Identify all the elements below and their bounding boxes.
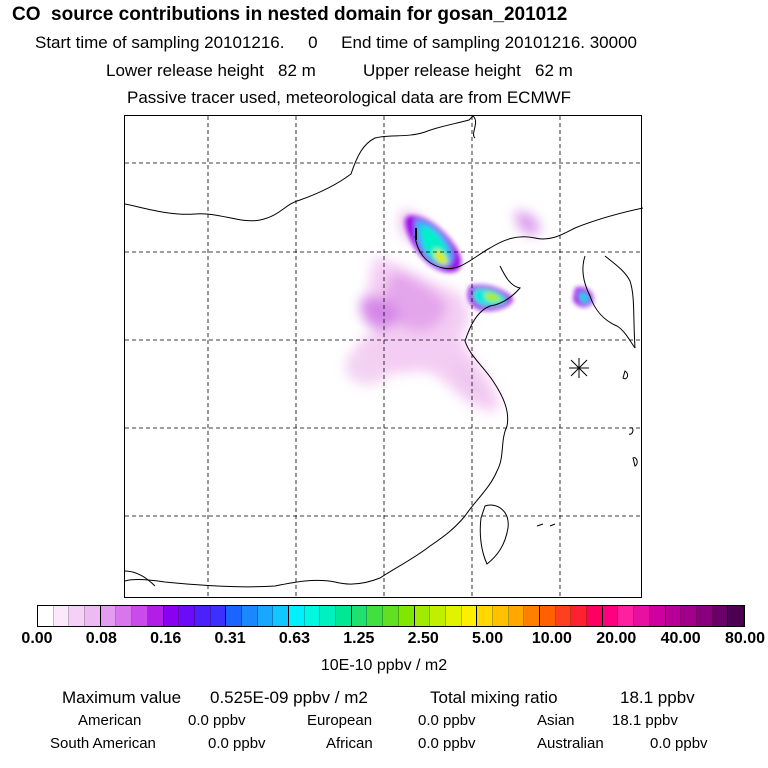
coastlines <box>125 116 643 588</box>
colorbar-tick-label: 0.31 <box>214 630 246 647</box>
colorbar-segment <box>477 606 493 626</box>
colorbar-segment <box>179 606 195 626</box>
colorbar-segment <box>163 606 180 626</box>
colorbar-segment <box>618 606 635 626</box>
colorbar-segment <box>367 606 384 626</box>
colorbar-segment <box>100 606 117 626</box>
concentration-plume-low <box>345 211 540 411</box>
colorbar-segment <box>634 606 650 626</box>
colorbar-segment <box>430 606 446 626</box>
american-value: 0.0 ppbv <box>188 712 246 729</box>
colorbar-segment <box>289 606 305 626</box>
map-title: CO source contributions in nested domain… <box>12 4 568 25</box>
colorbar-tick-label: 1.25 <box>343 630 375 647</box>
colorbar-segment <box>461 606 478 626</box>
colorbar-segment <box>85 606 101 626</box>
colorbar-segment <box>304 606 321 626</box>
colorbar-segment <box>649 606 666 626</box>
colorbar-tick-label: 2.50 <box>407 630 439 647</box>
max-label: Maximum value <box>62 688 182 707</box>
sampling-time: Start time of sampling 20101216. 0 End t… <box>35 33 637 52</box>
colorbar-tick-label: 20.00 <box>596 630 637 647</box>
total-value: 18.1 ppbv <box>620 688 695 707</box>
asian-label: Asian <box>537 712 575 729</box>
map-canvas <box>125 116 643 599</box>
colorbar-segment <box>414 606 431 626</box>
colorbar-unit: 10E-10 ppbv / m2 <box>320 657 448 674</box>
colorbar-tick-label: 10.00 <box>531 630 572 647</box>
colorbar-segment <box>241 606 258 626</box>
tracer-info: Passive tracer used, meteorological data… <box>127 88 572 107</box>
colorbar-segment <box>273 606 289 626</box>
african-label: African <box>326 735 373 752</box>
colorbar-tick-label: 40.00 <box>660 630 701 647</box>
colorbar <box>37 605 745 627</box>
southamerican-value: 0.0 ppbv <box>208 735 266 752</box>
colorbar-segment <box>508 606 525 626</box>
colorbar-tick-label: 5.00 <box>471 630 504 647</box>
colorbar-tick-label: 80.00 <box>724 630 766 647</box>
colorbar-segment <box>571 606 588 626</box>
colorbar-segment <box>351 606 368 626</box>
colorbar-segment <box>728 606 744 626</box>
colorbar-tick-label: 0.63 <box>278 630 311 647</box>
colorbar-segment <box>587 606 603 626</box>
colorbar-segment <box>116 606 133 626</box>
total-label: Total mixing ratio <box>430 688 558 707</box>
american-label: American <box>78 712 142 729</box>
colorbar-segment <box>226 606 242 626</box>
graticule <box>125 116 643 599</box>
colorbar-tick-label: 0.16 <box>150 630 182 647</box>
australian-value: 0.0 ppbv <box>650 735 708 752</box>
map-panel <box>124 115 643 599</box>
european-value: 0.0 ppbv <box>418 712 476 729</box>
colorbar-segment <box>665 606 682 626</box>
colorbar-segment <box>696 606 713 626</box>
receptor-marker <box>569 358 589 378</box>
colorbar-segment <box>320 606 337 626</box>
african-value: 0.0 ppbv <box>418 735 476 752</box>
european-label: European <box>307 712 373 729</box>
colorbar-segment <box>194 606 211 626</box>
colorbar-segment <box>398 606 415 626</box>
colorbar-segment <box>210 606 227 626</box>
colorbar-tick-label: 0.08 <box>85 630 117 647</box>
max-value: 0.525E-09 ppbv / m2 <box>210 688 368 707</box>
southamerican-label: South American <box>50 735 156 752</box>
australian-label: Australian <box>537 735 604 752</box>
release-height: Lower release height 82 m Upper release … <box>106 61 573 80</box>
colorbar-segment <box>681 606 697 626</box>
colorbar-segment <box>383 606 399 626</box>
colorbar-segment <box>69 606 86 626</box>
colorbar-segment <box>257 606 274 626</box>
colorbar-segment <box>445 606 462 626</box>
colorbar-segment <box>147 606 164 626</box>
colorbar-segment <box>336 606 352 626</box>
colorbar-segment <box>712 606 729 626</box>
colorbar-tick-label: 0.00 <box>21 630 53 647</box>
colorbar-segment <box>540 606 556 626</box>
colorbar-segment <box>492 606 509 626</box>
colorbar-segment <box>602 606 619 626</box>
colorbar-segment <box>53 606 70 626</box>
colorbar-segment <box>555 606 572 626</box>
asian-value: 18.1 ppbv <box>612 712 678 729</box>
colorbar-segment <box>38 606 54 626</box>
colorbar-segment <box>132 606 148 626</box>
colorbar-segment <box>524 606 540 626</box>
